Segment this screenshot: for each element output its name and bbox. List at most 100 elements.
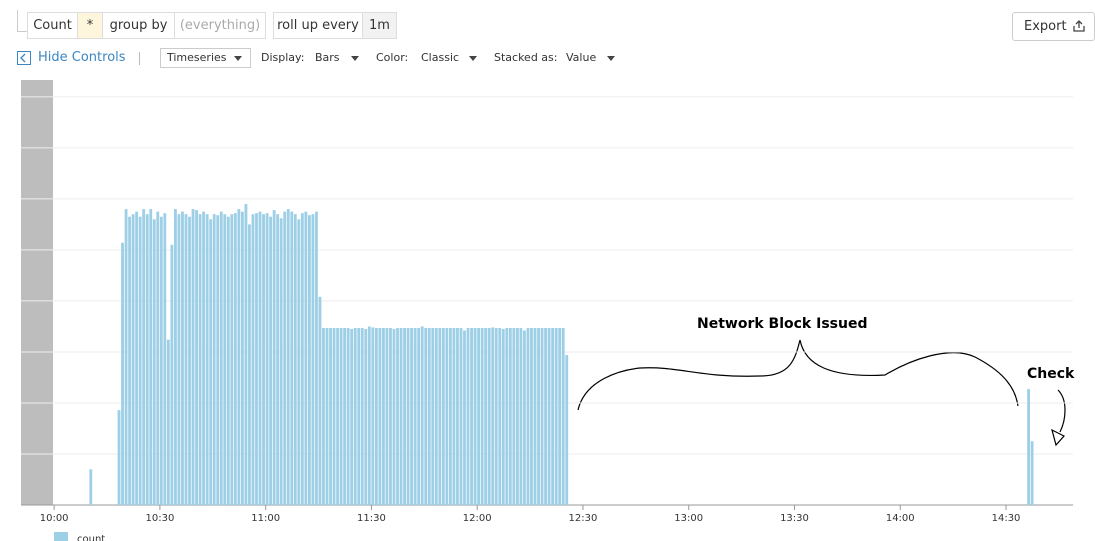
- bar: [547, 327, 551, 505]
- bar: [512, 327, 516, 505]
- bar: [286, 209, 290, 505]
- bar: [279, 218, 283, 505]
- bar: [262, 214, 265, 506]
- bar: [392, 328, 396, 505]
- bar: [240, 211, 244, 505]
- bar: [170, 244, 174, 506]
- bar: [357, 327, 361, 505]
- view-select[interactable]: Timeseries: [160, 48, 251, 68]
- bar: [459, 327, 463, 505]
- bar: [311, 214, 315, 506]
- bar: [463, 330, 466, 505]
- bar: [487, 327, 491, 505]
- bar: [237, 209, 241, 505]
- bar: [491, 327, 495, 505]
- bar: [290, 211, 294, 505]
- bar: [128, 216, 131, 506]
- bar: [325, 327, 329, 505]
- bar: [382, 327, 385, 505]
- bar: [205, 214, 209, 506]
- bar: [159, 216, 163, 506]
- bar: [272, 210, 276, 505]
- bar: [420, 326, 424, 505]
- bar: [212, 214, 216, 506]
- bar: [269, 216, 273, 506]
- bar: [501, 328, 505, 505]
- bar: [519, 327, 523, 505]
- bar: [265, 213, 269, 505]
- bar: [438, 327, 442, 505]
- bar: [304, 211, 308, 505]
- bar: [427, 327, 431, 505]
- export-button[interactable]: Export: [1012, 12, 1095, 41]
- bar: [431, 327, 435, 505]
- bar: [339, 327, 343, 505]
- color-select[interactable]: Classic: [421, 51, 460, 64]
- rollup-value[interactable]: 1m: [362, 12, 397, 39]
- bar: [364, 328, 368, 505]
- bar: [233, 213, 237, 505]
- bar: [188, 216, 191, 506]
- bar: [396, 327, 399, 505]
- bar: [360, 327, 364, 505]
- caret: [234, 56, 242, 61]
- bar: [544, 327, 547, 505]
- bar: [561, 327, 565, 505]
- bar: [466, 327, 470, 505]
- bar: [226, 216, 230, 506]
- x-tick-label: 10:00: [40, 513, 69, 524]
- bar: [293, 214, 297, 506]
- bar: [255, 213, 258, 505]
- bar: [470, 327, 473, 505]
- bar: [329, 327, 332, 505]
- bar: [498, 327, 502, 505]
- brace: [577, 339, 1019, 411]
- export-label: Export: [1024, 19, 1067, 34]
- bar: [124, 209, 128, 505]
- stacked-select[interactable]: Value: [566, 51, 597, 64]
- bar: [540, 327, 544, 505]
- x-tick-label: 14:30: [992, 513, 1021, 524]
- bar: [494, 327, 498, 505]
- x-tick-label: 13:00: [674, 513, 703, 524]
- bar: [152, 219, 156, 506]
- bar: [434, 327, 438, 505]
- bar: [322, 327, 325, 505]
- bar: [297, 219, 301, 506]
- bar: [533, 327, 537, 505]
- bar: [142, 209, 146, 505]
- bar: [191, 209, 195, 505]
- bar: [403, 327, 406, 505]
- display-select[interactable]: Bars: [315, 51, 340, 64]
- x-tick-label: 12:30: [569, 513, 598, 524]
- hide-controls[interactable]: Hide Controls: [38, 50, 126, 65]
- bar: [198, 214, 202, 506]
- bar: [216, 215, 220, 505]
- bar: [445, 327, 449, 505]
- bar: [448, 327, 452, 505]
- bar: [374, 327, 378, 505]
- group-value[interactable]: (everything): [174, 12, 266, 39]
- past-region: [21, 80, 53, 505]
- bar: [565, 355, 569, 505]
- stacked-label: Stacked as:: [494, 51, 558, 64]
- caret: [469, 56, 477, 61]
- bar: [300, 213, 304, 505]
- separator: [139, 52, 140, 65]
- x-tick-label: 13:30: [780, 513, 809, 524]
- bar: [223, 214, 227, 506]
- bar: [166, 339, 170, 505]
- bar: [138, 216, 142, 506]
- bar: [121, 242, 124, 505]
- bar: [399, 327, 403, 505]
- hide-icon[interactable]: [17, 51, 31, 65]
- query-bracket: [17, 10, 27, 32]
- bar: [353, 327, 357, 505]
- metric[interactable]: *: [77, 12, 103, 39]
- bar: [558, 327, 562, 505]
- display-label: Display:: [261, 51, 305, 64]
- bar: [258, 211, 262, 505]
- arrow: [1051, 389, 1066, 447]
